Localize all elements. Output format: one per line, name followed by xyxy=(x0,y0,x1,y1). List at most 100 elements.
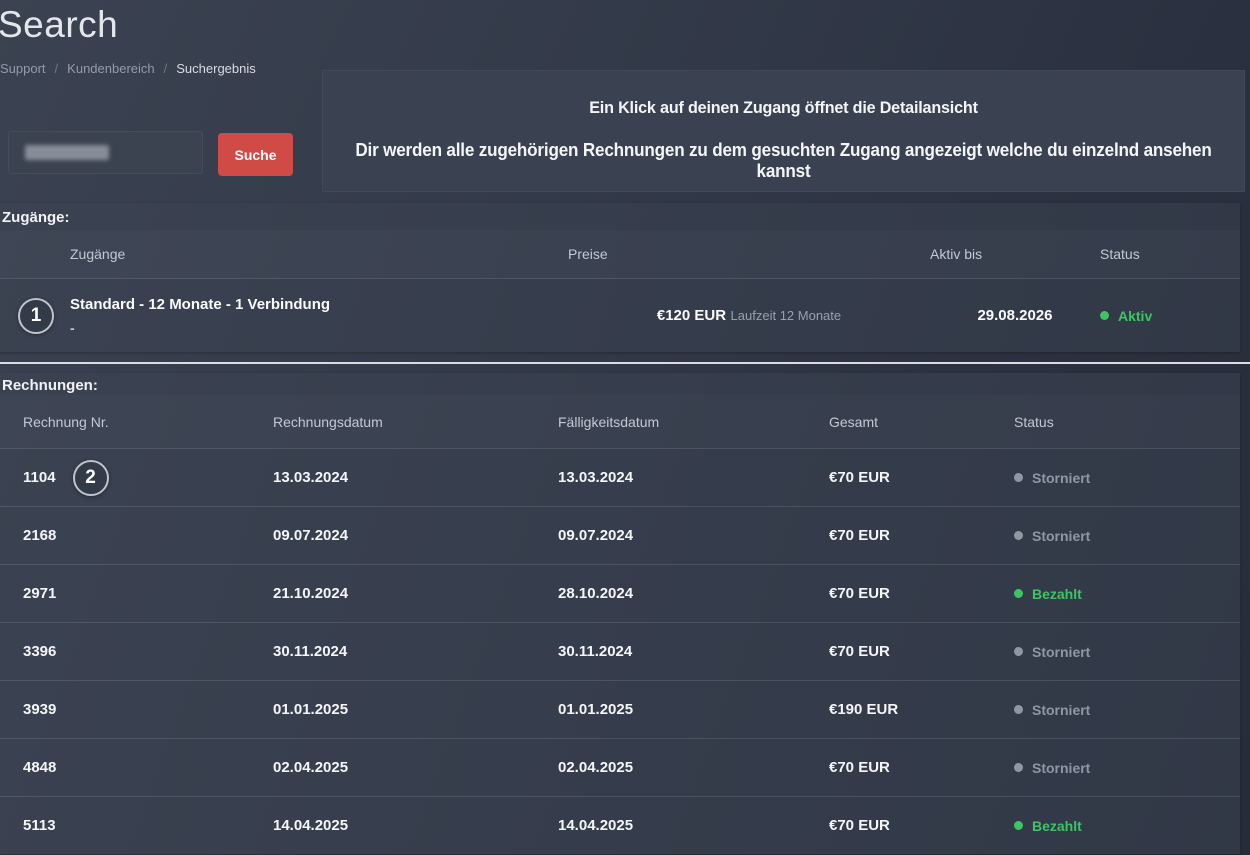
status-dot-icon xyxy=(1014,531,1023,540)
rechnung-nr: 2168 xyxy=(23,527,56,544)
breadcrumb-item-support[interactable]: Support xyxy=(0,61,46,76)
rechnungen-section: Rechnungen: Rechnung Nr. Rechnungsdatum … xyxy=(0,373,1240,854)
rechnung-row[interactable]: 2168 09.07.2024 09.07.2024 €70 EUR Storn… xyxy=(0,506,1240,564)
faelligkeitsdatum: 02.04.2025 xyxy=(558,759,829,776)
rechnung-status-label: Bezahlt xyxy=(1032,818,1082,834)
section-divider xyxy=(0,362,1250,364)
column-header-status: Status xyxy=(1014,414,1240,430)
rechnung-status-badge: Storniert xyxy=(1014,644,1240,660)
zugang-name: Standard - 12 Monate - 1 Verbindung xyxy=(70,296,568,313)
rechnung-row[interactable]: 3939 01.01.2025 01.01.2025 €190 EUR Stor… xyxy=(0,680,1240,738)
rechnung-status-badge: Bezahlt xyxy=(1014,586,1240,602)
rechnung-row[interactable]: 1104 2 13.03.2024 13.03.2024 €70 EUR Sto… xyxy=(0,448,1240,506)
zugang-name-cell: Standard - 12 Monate - 1 Verbindung - xyxy=(70,296,568,336)
rechnungen-section-label: Rechnungen: xyxy=(0,373,1240,395)
zugang-subtitle: - xyxy=(70,320,568,336)
rechnung-status-badge: Storniert xyxy=(1014,528,1240,544)
status-dot-icon xyxy=(1014,589,1023,598)
column-header-zugaenge: Zugänge xyxy=(70,246,568,262)
zugaenge-table-header: Zugänge Preise Aktiv bis Status xyxy=(0,230,1240,278)
breadcrumb-separator: / xyxy=(55,61,59,76)
rechnung-row[interactable]: 4848 02.04.2025 02.04.2025 €70 EUR Storn… xyxy=(0,738,1240,796)
zugang-price-note: Laufzeit 12 Monate xyxy=(731,308,842,323)
column-header-rechnungsdatum: Rechnungsdatum xyxy=(273,414,558,430)
column-header-faelligkeitsdatum: Fälligkeitsdatum xyxy=(558,414,829,430)
rechnung-status-label: Storniert xyxy=(1032,644,1090,660)
info-line-1: Ein Klick auf deinen Zugang öffnet die D… xyxy=(346,98,1221,118)
faelligkeitsdatum: 14.04.2025 xyxy=(558,817,829,834)
zugang-price: €120 EUR xyxy=(657,307,726,324)
info-line-2: Dir werden alle zugehörigen Rechnungen z… xyxy=(346,140,1221,182)
gesamt-betrag: €70 EUR xyxy=(829,585,1014,602)
breadcrumb-item-suchergebnis: Suchergebnis xyxy=(176,61,256,76)
rechnung-status-label: Storniert xyxy=(1032,528,1090,544)
rechnung-nr: 3396 xyxy=(23,643,56,660)
breadcrumb-item-kundenbereich[interactable]: Kundenbereich xyxy=(67,61,154,76)
rechnung-nr: 3939 xyxy=(23,701,56,718)
rechnung-nr-cell: 4848 xyxy=(23,759,273,776)
info-box: Ein Klick auf deinen Zugang öffnet die D… xyxy=(322,70,1245,192)
zugaenge-section-label: Zugänge: xyxy=(0,203,1240,230)
faelligkeitsdatum: 30.11.2024 xyxy=(558,643,829,660)
column-header-rechnung-nr: Rechnung Nr. xyxy=(23,414,273,430)
rechnungsdatum: 09.07.2024 xyxy=(273,527,558,544)
page-title: Search xyxy=(0,4,118,46)
search-submit-button[interactable]: Suche xyxy=(218,133,293,176)
faelligkeitsdatum: 28.10.2024 xyxy=(558,585,829,602)
column-header-gesamt: Gesamt xyxy=(829,414,1014,430)
rechnung-status-badge: Storniert xyxy=(1014,760,1240,776)
status-dot-icon xyxy=(1014,821,1023,830)
rechnung-status-badge: Storniert xyxy=(1014,470,1240,486)
status-dot-icon xyxy=(1014,763,1023,772)
status-dot-icon xyxy=(1014,647,1023,656)
rechnungen-table-header: Rechnung Nr. Rechnungsdatum Fälligkeitsd… xyxy=(0,395,1240,448)
faelligkeitsdatum: 01.01.2025 xyxy=(558,701,829,718)
rechnungsdatum: 21.10.2024 xyxy=(273,585,558,602)
rechnung-status-label: Storniert xyxy=(1032,760,1090,776)
zugang-row[interactable]: 1 Standard - 12 Monate - 1 Verbindung - … xyxy=(0,278,1240,352)
rechnung-nr-cell: 3396 xyxy=(23,643,273,660)
status-dot-icon xyxy=(1014,473,1023,482)
gesamt-betrag: €70 EUR xyxy=(829,643,1014,660)
gesamt-betrag: €70 EUR xyxy=(829,469,1014,486)
status-dot-icon xyxy=(1014,705,1023,714)
faelligkeitsdatum: 09.07.2024 xyxy=(558,527,829,544)
status-dot-icon xyxy=(1100,311,1109,320)
rechnung-nr-cell: 3939 xyxy=(23,701,273,718)
gesamt-betrag: €70 EUR xyxy=(829,527,1014,544)
rechnung-row[interactable]: 5113 14.04.2025 14.04.2025 €70 EUR Bezah… xyxy=(0,796,1240,854)
rechnung-nr: 5113 xyxy=(23,817,56,834)
rechnung-nr: 4848 xyxy=(23,759,56,776)
rechnung-status-label: Bezahlt xyxy=(1032,586,1082,602)
rechnung-nr-cell: 1104 2 xyxy=(23,460,273,496)
rechnungsdatum: 14.04.2025 xyxy=(273,817,558,834)
rechnung-status-badge: Bezahlt xyxy=(1014,818,1240,834)
rechnung-nr: 2971 xyxy=(23,585,56,602)
zugang-status-label: Aktiv xyxy=(1118,308,1152,324)
rechnung-row[interactable]: 2971 21.10.2024 28.10.2024 €70 EUR Bezah… xyxy=(0,564,1240,622)
annotation-badge-1: 1 xyxy=(18,298,54,334)
rechnung-status-label: Storniert xyxy=(1032,470,1090,486)
faelligkeitsdatum: 13.03.2024 xyxy=(558,469,829,486)
rechnung-nr-cell: 2168 xyxy=(23,527,273,544)
zugaenge-section: Zugänge: Zugänge Preise Aktiv bis Status… xyxy=(0,203,1240,352)
gesamt-betrag: €190 EUR xyxy=(829,701,1014,718)
breadcrumb-separator: / xyxy=(164,61,168,76)
column-header-aktiv-bis: Aktiv bis xyxy=(930,246,1100,262)
zugang-aktiv-bis: 29.08.2026 xyxy=(930,307,1100,324)
rechnungsdatum: 30.11.2024 xyxy=(273,643,558,660)
gesamt-betrag: €70 EUR xyxy=(829,759,1014,776)
rechnung-nr-cell: 5113 xyxy=(23,817,273,834)
rechnung-nr: 1104 xyxy=(23,469,56,486)
rechnungsdatum: 01.01.2025 xyxy=(273,701,558,718)
gesamt-betrag: €70 EUR xyxy=(829,817,1014,834)
rechnung-row[interactable]: 3396 30.11.2024 30.11.2024 €70 EUR Storn… xyxy=(0,622,1240,680)
rechnung-status-label: Storniert xyxy=(1032,702,1090,718)
zugang-status-badge: Aktiv xyxy=(1100,308,1240,324)
search-input[interactable] xyxy=(8,131,203,174)
column-header-preise: Preise xyxy=(568,246,930,262)
rechnungsdatum: 02.04.2025 xyxy=(273,759,558,776)
rechnung-nr-cell: 2971 xyxy=(23,585,273,602)
annotation-badge-2: 2 xyxy=(73,460,109,496)
rechnung-status-badge: Storniert xyxy=(1014,702,1240,718)
